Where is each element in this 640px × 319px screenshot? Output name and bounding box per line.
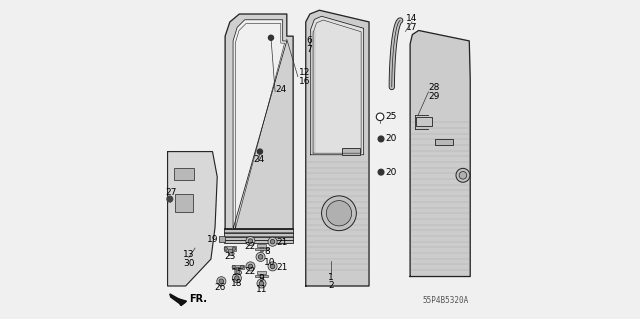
Bar xyxy=(255,275,268,277)
Circle shape xyxy=(219,279,223,284)
Polygon shape xyxy=(310,16,364,155)
Text: 16: 16 xyxy=(298,77,310,85)
Polygon shape xyxy=(233,20,287,229)
Text: 6: 6 xyxy=(307,36,312,45)
Text: 20: 20 xyxy=(385,168,397,177)
Circle shape xyxy=(240,265,244,269)
Text: 11: 11 xyxy=(256,285,268,294)
Text: 2: 2 xyxy=(328,281,334,291)
Text: 17: 17 xyxy=(406,23,418,32)
Text: 21: 21 xyxy=(276,238,288,247)
Text: 20: 20 xyxy=(385,134,397,144)
Bar xyxy=(260,246,263,251)
Text: 22: 22 xyxy=(245,267,256,276)
Circle shape xyxy=(256,252,265,262)
Circle shape xyxy=(376,113,384,121)
Circle shape xyxy=(268,237,277,246)
Circle shape xyxy=(224,247,227,250)
Circle shape xyxy=(232,247,236,250)
Bar xyxy=(342,148,360,155)
Text: 24: 24 xyxy=(276,85,287,94)
Bar xyxy=(257,271,266,274)
Text: 14: 14 xyxy=(406,14,418,23)
Text: 24: 24 xyxy=(253,155,265,164)
Circle shape xyxy=(326,201,351,226)
Text: 7: 7 xyxy=(307,45,312,54)
Circle shape xyxy=(268,35,273,40)
Circle shape xyxy=(246,262,255,271)
Polygon shape xyxy=(168,152,217,286)
Circle shape xyxy=(248,264,253,269)
Text: 12: 12 xyxy=(298,68,310,77)
Circle shape xyxy=(257,149,262,154)
Circle shape xyxy=(248,239,253,243)
Text: 8: 8 xyxy=(265,247,271,256)
Text: 10: 10 xyxy=(264,258,275,267)
Polygon shape xyxy=(306,10,369,286)
Text: 1: 1 xyxy=(328,273,334,282)
Text: 30: 30 xyxy=(183,259,195,268)
Bar xyxy=(224,246,236,251)
Text: 21: 21 xyxy=(276,263,288,271)
Bar xyxy=(232,264,244,270)
Text: 29: 29 xyxy=(428,92,440,101)
Bar xyxy=(223,228,293,243)
Bar xyxy=(260,273,263,278)
Bar xyxy=(255,248,268,250)
Text: 9: 9 xyxy=(259,274,264,283)
Text: 22: 22 xyxy=(245,242,256,251)
Circle shape xyxy=(257,279,266,288)
Text: 26: 26 xyxy=(214,283,226,292)
Text: 55P4B5320A: 55P4B5320A xyxy=(422,296,468,305)
Circle shape xyxy=(259,281,264,286)
Circle shape xyxy=(321,196,356,231)
Circle shape xyxy=(232,265,236,269)
Polygon shape xyxy=(225,14,293,229)
Bar xyxy=(416,117,432,126)
Text: 27: 27 xyxy=(166,188,177,197)
Bar xyxy=(174,168,195,180)
Circle shape xyxy=(246,236,255,246)
Bar xyxy=(236,267,239,273)
Circle shape xyxy=(270,240,275,244)
Polygon shape xyxy=(178,299,186,306)
Circle shape xyxy=(259,255,263,259)
Polygon shape xyxy=(410,31,470,277)
Text: 13: 13 xyxy=(183,250,195,259)
Bar xyxy=(257,244,266,247)
Text: 28: 28 xyxy=(428,83,440,92)
Circle shape xyxy=(378,169,384,175)
Circle shape xyxy=(459,172,467,179)
Circle shape xyxy=(456,168,470,182)
Circle shape xyxy=(217,277,226,286)
Bar xyxy=(435,139,453,145)
Circle shape xyxy=(268,262,277,271)
Circle shape xyxy=(270,264,275,269)
Text: FR.: FR. xyxy=(189,294,207,304)
Text: 15: 15 xyxy=(232,268,244,277)
Polygon shape xyxy=(170,294,185,305)
Circle shape xyxy=(167,196,173,202)
Bar xyxy=(228,249,232,255)
Circle shape xyxy=(234,276,239,280)
Text: 19: 19 xyxy=(207,235,218,244)
Circle shape xyxy=(378,136,384,142)
Bar xyxy=(175,194,193,212)
Text: 25: 25 xyxy=(385,112,397,121)
Circle shape xyxy=(232,273,241,283)
Text: 23: 23 xyxy=(224,252,236,261)
Text: 18: 18 xyxy=(231,279,243,288)
Bar xyxy=(219,236,225,242)
